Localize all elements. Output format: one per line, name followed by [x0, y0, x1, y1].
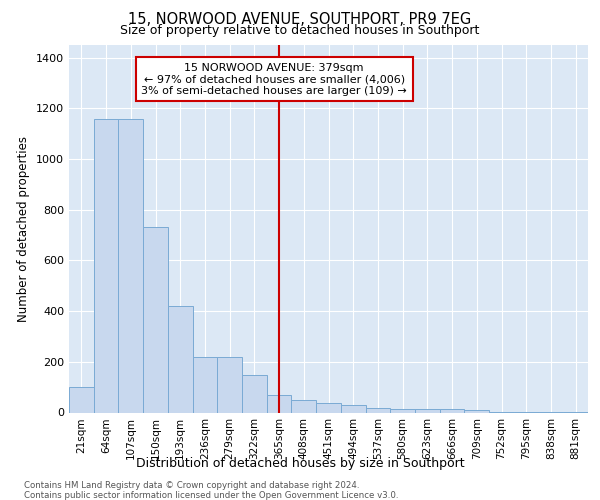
Bar	[341, 406, 365, 412]
Bar	[365, 408, 390, 412]
Bar	[168, 306, 193, 412]
Text: 15 NORWOOD AVENUE: 379sqm
← 97% of detached houses are smaller (4,006)
3% of sem: 15 NORWOOD AVENUE: 379sqm ← 97% of detac…	[141, 62, 407, 96]
Bar	[464, 410, 489, 412]
Bar	[316, 403, 341, 412]
Text: Distribution of detached houses by size in Southport: Distribution of detached houses by size …	[136, 458, 464, 470]
Text: Contains HM Land Registry data © Crown copyright and database right 2024.: Contains HM Land Registry data © Crown c…	[24, 481, 359, 490]
Bar	[292, 400, 316, 412]
Text: Size of property relative to detached houses in Southport: Size of property relative to detached ho…	[121, 24, 479, 37]
Bar	[69, 387, 94, 412]
Bar	[440, 408, 464, 412]
Text: Contains public sector information licensed under the Open Government Licence v3: Contains public sector information licen…	[24, 491, 398, 500]
Y-axis label: Number of detached properties: Number of detached properties	[17, 136, 31, 322]
Bar	[94, 118, 118, 412]
Bar	[193, 356, 217, 412]
Text: 15, NORWOOD AVENUE, SOUTHPORT, PR9 7EG: 15, NORWOOD AVENUE, SOUTHPORT, PR9 7EG	[128, 12, 472, 28]
Bar	[217, 356, 242, 412]
Bar	[415, 410, 440, 412]
Bar	[242, 375, 267, 412]
Bar	[118, 118, 143, 412]
Bar	[143, 228, 168, 412]
Bar	[267, 395, 292, 412]
Bar	[390, 408, 415, 412]
